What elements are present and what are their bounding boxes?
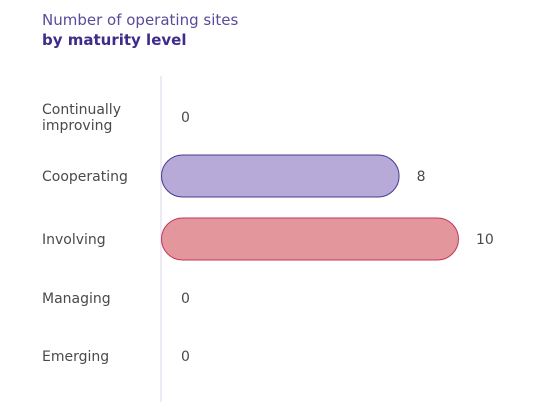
bar [161, 217, 459, 261]
value-label: 0 [181, 110, 190, 126]
category-label: Continually improving [42, 102, 121, 134]
chart-subtitle: by maturity level [42, 31, 187, 49]
value-label: 0 [181, 291, 190, 307]
chart-title-block: Number of operating sites by maturity le… [42, 10, 238, 50]
value-label: 10 [476, 232, 494, 248]
category-label: Involving [42, 232, 106, 248]
chart-title: Number of operating sites [42, 11, 239, 29]
category-label: Emerging [42, 349, 109, 365]
bar [161, 154, 400, 198]
category-label: Cooperating [42, 169, 128, 185]
value-label: 0 [181, 349, 190, 365]
category-label: Managing [42, 291, 111, 307]
value-label: 8 [417, 169, 426, 185]
